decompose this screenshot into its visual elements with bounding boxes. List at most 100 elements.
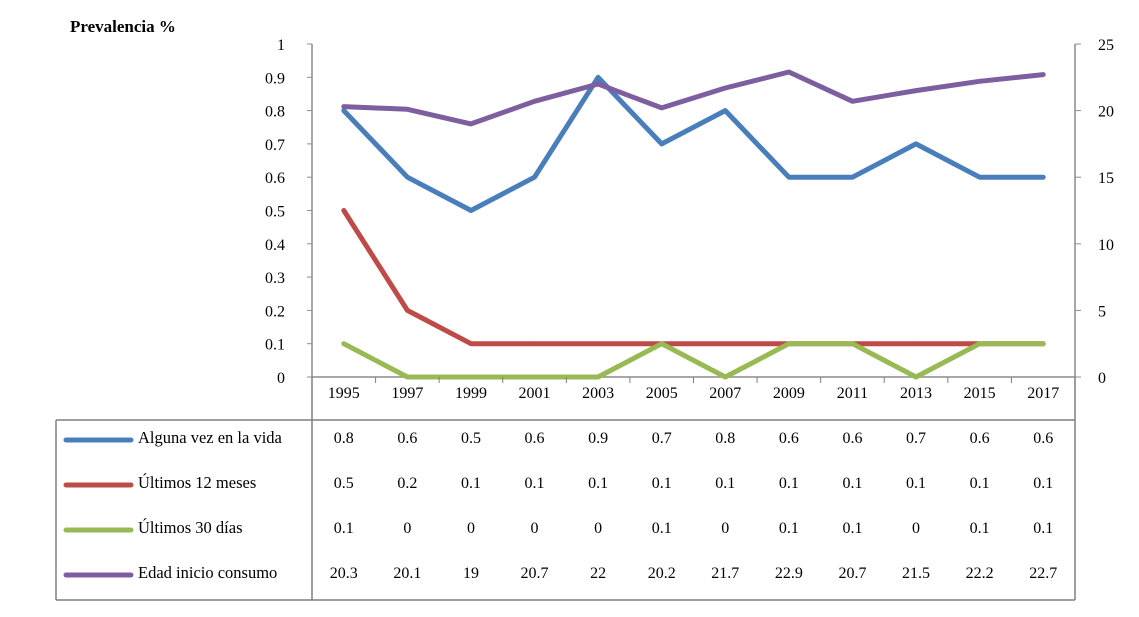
table-cell: 0.1 xyxy=(588,475,608,492)
x-tick-label: 1997 xyxy=(391,385,423,402)
table-cell: 0.1 xyxy=(970,475,990,492)
table-cell: 22 xyxy=(590,565,606,582)
data-point xyxy=(851,176,853,178)
x-tick-label: 2013 xyxy=(900,385,932,402)
right-tick-label: 5 xyxy=(1098,303,1106,320)
data-point xyxy=(597,83,599,85)
data-point xyxy=(724,87,726,89)
table-cell: 0 xyxy=(403,520,411,537)
table-cell: 0.9 xyxy=(588,430,608,447)
x-tick-label: 2009 xyxy=(773,385,805,402)
table-cell: 21.7 xyxy=(711,565,739,582)
right-tick-label: 20 xyxy=(1098,104,1114,121)
table-cell: 0.6 xyxy=(397,430,417,447)
table-cell: 0.1 xyxy=(842,475,862,492)
data-point xyxy=(343,110,345,112)
left-tick-label: 0.6 xyxy=(265,170,285,187)
data-point xyxy=(406,108,408,110)
left-tick-label: 0.1 xyxy=(265,337,285,354)
data-point xyxy=(534,176,536,178)
table-cell: 22.7 xyxy=(1029,565,1057,582)
data-point xyxy=(470,343,472,345)
table-cell: 21.5 xyxy=(902,565,930,582)
table-cell: 0.7 xyxy=(652,430,672,447)
x-tick-label: 2001 xyxy=(519,385,551,402)
right-tick-label: 0 xyxy=(1098,370,1106,387)
right-axis-ticks: 0 5 10 15 20 25 xyxy=(1075,37,1114,387)
table-cell: 20.7 xyxy=(521,565,549,582)
table-cell: 0 xyxy=(531,520,539,537)
table-cell: 0.1 xyxy=(1033,520,1053,537)
x-tick-label: 2017 xyxy=(1027,385,1059,402)
data-point xyxy=(597,76,599,78)
legend-label: Edad inicio consumo xyxy=(138,563,277,582)
data-point xyxy=(724,343,726,345)
data-point xyxy=(915,343,917,345)
series-line-2 xyxy=(341,208,1046,347)
data-point xyxy=(661,143,663,145)
series-line-4 xyxy=(341,69,1046,127)
data-point xyxy=(406,176,408,178)
data-point xyxy=(979,80,981,82)
table-cell: 20.2 xyxy=(648,565,676,582)
legend-label: Alguna vez en la vida xyxy=(138,428,283,447)
table-cell: 0.5 xyxy=(461,430,481,447)
data-point xyxy=(406,376,408,378)
data-point xyxy=(661,343,663,345)
table-cell: 0.1 xyxy=(1033,475,1053,492)
table-cell: 0.6 xyxy=(842,430,862,447)
right-tick-label: 10 xyxy=(1098,237,1114,254)
axes xyxy=(311,44,1076,378)
series-line-3 xyxy=(341,341,1046,380)
data-point xyxy=(534,376,536,378)
table-cell: 22.2 xyxy=(966,565,994,582)
table-cell: 0.1 xyxy=(715,475,735,492)
table-cell: 0.1 xyxy=(779,520,799,537)
left-tick-label: 0 xyxy=(277,370,285,387)
legend-label: Últimos 12 meses xyxy=(138,473,256,492)
data-point xyxy=(788,71,790,73)
data-point xyxy=(597,376,599,378)
data-point xyxy=(851,100,853,102)
x-tick-label: 2007 xyxy=(709,385,741,402)
table-cell: 20.1 xyxy=(393,565,421,582)
table-cell: 0.7 xyxy=(906,430,926,447)
table-cell: 0.1 xyxy=(461,475,481,492)
x-tick-label: 2003 xyxy=(582,385,614,402)
table-cell: 0.1 xyxy=(779,475,799,492)
x-tick-label: 2015 xyxy=(964,385,996,402)
data-point xyxy=(343,106,345,108)
series-line-1 xyxy=(341,74,1046,213)
table-cell: 0.6 xyxy=(525,430,545,447)
table-cell: 0.6 xyxy=(779,430,799,447)
data-point xyxy=(915,90,917,92)
table-cell: 0 xyxy=(912,520,920,537)
table-cell: 0.1 xyxy=(842,520,862,537)
table-cell: 0 xyxy=(594,520,602,537)
table-cell: 0.1 xyxy=(334,520,354,537)
data-point xyxy=(343,210,345,211)
data-point xyxy=(661,107,663,109)
x-tick-label: 1995 xyxy=(328,385,360,402)
data-point xyxy=(470,210,472,211)
data-point xyxy=(1042,176,1044,178)
data-point xyxy=(788,343,790,345)
table-cell: 0.1 xyxy=(652,520,672,537)
data-point xyxy=(979,176,981,178)
data-point xyxy=(470,376,472,378)
left-tick-label: 0.9 xyxy=(265,70,285,87)
table-cell: 0.2 xyxy=(397,475,417,492)
table-cell: 0.1 xyxy=(652,475,672,492)
left-tick-label: 0.3 xyxy=(265,270,285,287)
left-tick-label: 0.4 xyxy=(265,237,285,254)
table-cell: 19 xyxy=(463,565,479,582)
data-point xyxy=(534,343,536,345)
table-cell: 0.6 xyxy=(970,430,990,447)
table-cell: 0.8 xyxy=(715,430,735,447)
data-point xyxy=(1042,343,1044,345)
data-point xyxy=(597,343,599,345)
left-tick-label: 0.7 xyxy=(265,137,285,154)
table-cell: 0 xyxy=(467,520,475,537)
data-point xyxy=(343,343,345,345)
